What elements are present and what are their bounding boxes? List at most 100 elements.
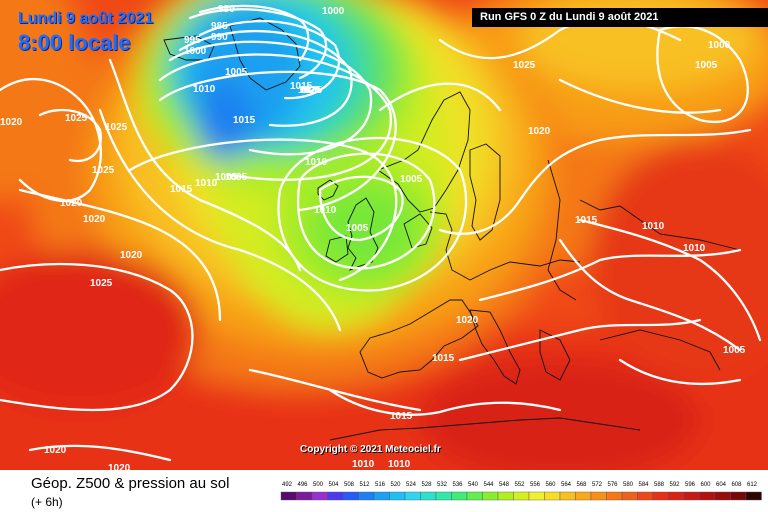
scale-swatch xyxy=(513,491,530,501)
scale-tick-label: 568 xyxy=(577,482,588,488)
scale-swatch xyxy=(528,491,545,501)
isobar-label: 985 xyxy=(211,21,228,32)
scale-swatch xyxy=(544,491,561,501)
isobar-label: 995 xyxy=(184,35,201,46)
legend-subtitle: (+ 6h) xyxy=(31,495,63,509)
scale-swatch xyxy=(637,491,654,501)
scale-tick-label: 556 xyxy=(530,482,541,488)
isobar-label: 1010 xyxy=(642,221,665,232)
isobar-label: 1010 xyxy=(195,178,218,189)
isobar-label: 1025 xyxy=(299,85,322,96)
isobar-label: 1010 xyxy=(683,243,706,254)
scale-swatch xyxy=(559,491,576,501)
isobar-label: 1015 xyxy=(170,184,193,195)
color-scale: 492 496 500 504 508 512 516 520 524 528 532 536 540 5… xyxy=(280,482,762,501)
scale-swatch xyxy=(373,491,390,501)
scale-swatch xyxy=(435,491,452,501)
scale-tick-label: 516 xyxy=(375,482,386,488)
scale-swatch xyxy=(730,491,747,501)
scale-swatch xyxy=(575,491,592,501)
geopotential-field xyxy=(0,0,768,470)
scale-swatch xyxy=(327,491,344,501)
scale-swatch xyxy=(311,491,328,501)
scale-swatch xyxy=(590,491,607,501)
forecast-local-time: 8:00 locale xyxy=(18,30,131,55)
scale-tick-label: 592 xyxy=(670,482,681,488)
scale-tick-label: 552 xyxy=(515,482,526,488)
scale-swatch xyxy=(683,491,700,501)
scale-swatch xyxy=(342,491,359,501)
scale-swatch xyxy=(466,491,483,501)
scale-swatch xyxy=(280,491,297,501)
scale-tick-label: 520 xyxy=(391,482,402,488)
scale-tick-label: 564 xyxy=(561,482,572,488)
coastlines xyxy=(163,17,741,441)
isobar-label: 990 xyxy=(211,32,228,43)
isobar-label: 1010 xyxy=(193,84,216,95)
isobar-label: 1000 xyxy=(708,40,731,51)
isobar-label: 1015 xyxy=(575,215,598,226)
isobar-label: 1005 xyxy=(225,67,248,78)
scale-swatch xyxy=(404,491,421,501)
isobar-label: 1010 xyxy=(352,459,375,470)
scale-swatch xyxy=(621,491,638,501)
scale-tick-label: 536 xyxy=(453,482,464,488)
legend-title: Géop. Z500 & pression au sol xyxy=(31,475,230,492)
isobar-label: 1025 xyxy=(513,60,536,71)
scale-tick-label: 576 xyxy=(608,482,619,488)
isobar-label: 1020 xyxy=(298,85,321,96)
forecast-date: Lundi 9 août 2021 xyxy=(18,10,154,27)
isobar-label: 1020 xyxy=(528,126,551,137)
isobar-label: 980 xyxy=(218,4,235,15)
scale-tick-label: 600 xyxy=(701,482,712,488)
isobar-label: 1015 xyxy=(432,353,455,364)
scale-swatch xyxy=(451,491,468,501)
isobar-label: 1005 xyxy=(225,172,248,183)
isobar-label: 1010 xyxy=(305,157,328,168)
scale-swatch xyxy=(296,491,313,501)
isobar-label: 1000 xyxy=(322,6,345,17)
scale-tick-label: 524 xyxy=(406,482,417,488)
isobar-label: 1020 xyxy=(108,463,131,470)
scale-swatch xyxy=(606,491,623,501)
scale-swatch xyxy=(497,491,514,501)
scale-tick-label: 572 xyxy=(592,482,603,488)
scale-tick-label: 500 xyxy=(313,482,324,488)
copyright-notice: Copyright © 2021 Meteociel.fr xyxy=(300,444,441,455)
legend-footer: Géop. Z500 & pression au sol (+ 6h) 492 4… xyxy=(0,470,768,512)
scale-tick-label: 560 xyxy=(546,482,557,488)
isobar-label: 1005 xyxy=(695,60,718,71)
scale-swatch xyxy=(745,491,762,501)
scale-swatch xyxy=(652,491,669,501)
isobar-label: 1010 xyxy=(388,459,411,470)
scale-tick-label: 584 xyxy=(639,482,650,488)
isobar-label: 1020 xyxy=(83,214,106,225)
scale-tick-label: 604 xyxy=(716,482,727,488)
isobar-label: 1025 xyxy=(65,113,88,124)
scale-swatch xyxy=(358,491,375,501)
scale-tick-label: 544 xyxy=(484,482,495,488)
isobar-label: 1020 xyxy=(120,250,143,261)
isobar-label: 1005 xyxy=(723,345,746,356)
scale-tick-label: 496 xyxy=(298,482,309,488)
scale-tick-label: 596 xyxy=(685,482,696,488)
scale-tick-label: 532 xyxy=(437,482,448,488)
scale-tick-label: 588 xyxy=(654,482,665,488)
isobar-label: 1020 xyxy=(456,315,479,326)
forecast-map[interactable]: 980 985 990 995 1000 1000 1005 1010 1015… xyxy=(0,0,768,470)
isobar-label: 1020 xyxy=(60,198,83,209)
scale-tick-label: 528 xyxy=(422,482,433,488)
model-run-banner: Run GFS 0 Z du Lundi 9 août 2021 xyxy=(472,8,768,27)
scale-tick-label: 508 xyxy=(344,482,355,488)
isobar-label: 1020 xyxy=(0,117,23,128)
scale-tick-label: 608 xyxy=(732,482,743,488)
scale-tick-label: 612 xyxy=(747,482,758,488)
scale-swatch xyxy=(699,491,716,501)
isobar-label: 1005 xyxy=(346,223,369,234)
isobar-label: 1015 xyxy=(390,411,413,422)
scale-tick-label: 548 xyxy=(499,482,510,488)
isobar-label: 1025 xyxy=(300,85,323,96)
isobar-label: 1025 xyxy=(92,165,115,176)
isobar-label: 1015 xyxy=(233,115,256,126)
